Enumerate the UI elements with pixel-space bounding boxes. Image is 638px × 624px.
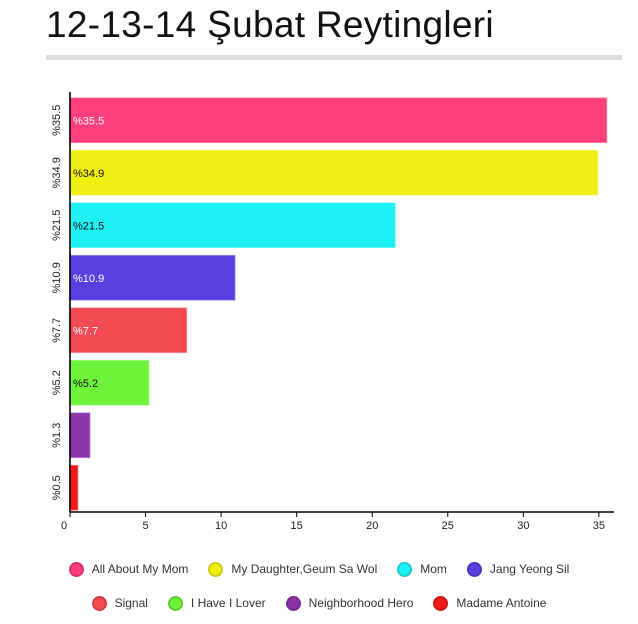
legend-item: I Have I Lover <box>167 595 266 611</box>
legend-label: Madame Antoine <box>456 596 547 610</box>
legend-label: My Daughter,Geum Sa Wol <box>231 562 378 576</box>
legend-label: Mom <box>420 562 447 576</box>
bar <box>69 464 79 511</box>
x-tick-label: 30 <box>517 520 529 532</box>
y-tick-label: %1.3 <box>51 423 63 448</box>
x-tick-label: 25 <box>442 520 454 532</box>
legend-label: All About My Mom <box>91 562 189 576</box>
bar <box>69 202 396 249</box>
legend-item: Mom <box>397 561 447 577</box>
x-tick-label: 0 <box>61 520 67 532</box>
legend-swatch <box>91 595 107 611</box>
legend-item: All About My Mom <box>68 561 189 577</box>
legend-swatch <box>208 561 224 577</box>
legend-row: All About My Mom My Daughter,Geum Sa Wol M… <box>0 556 638 582</box>
y-tick-label: %34.9 <box>51 157 63 188</box>
y-tick-label: %21.5 <box>51 210 63 241</box>
bar-chart: %35.5 %35.5 %34.9 %34.9 %21.5 %21.5 %10.9 %10.9… <box>51 92 614 532</box>
legend-label: Neighborhood Hero <box>308 596 414 610</box>
bar-data-label: %5.2 <box>73 378 98 390</box>
legend-row: Signal I Have I Lover Neighborhood Hero Mad… <box>0 590 638 616</box>
legend-item: Neighborhood Hero <box>285 595 414 611</box>
bar-data-label: %10.9 <box>73 273 104 285</box>
legend-swatch <box>167 595 183 611</box>
bar <box>69 149 599 196</box>
bar <box>69 359 150 406</box>
page-title: 12-13-14 Şubat Reytingleri <box>46 4 494 45</box>
bar <box>69 254 236 301</box>
legend-swatch <box>285 595 301 611</box>
bar-data-label: %34.9 <box>73 168 104 180</box>
y-tick-label: %10.9 <box>51 262 63 293</box>
bar-data-label: %35.5 <box>73 115 104 127</box>
legend-swatch <box>68 561 84 577</box>
legend-label: Signal <box>114 596 148 610</box>
x-tick-label: 35 <box>593 520 605 532</box>
legend-item: Signal <box>91 595 148 611</box>
y-tick-label: %5.2 <box>51 370 63 395</box>
legend-item: Madame Antoine <box>433 595 547 611</box>
legend-swatch <box>466 561 482 577</box>
x-tick-label: 5 <box>142 520 148 532</box>
legend-item: My Daughter,Geum Sa Wol <box>208 561 378 577</box>
x-tick-label: 15 <box>291 520 303 532</box>
y-tick-label: %35.5 <box>51 105 63 136</box>
legend-label: Jang Yeong Sil <box>489 562 570 576</box>
legend-swatch <box>397 561 413 577</box>
legend-swatch <box>433 595 449 611</box>
bar <box>69 307 188 354</box>
chart-legend: All About My Mom My Daughter,Geum Sa Wol M… <box>0 556 638 624</box>
y-tick-label: %0.5 <box>51 475 63 500</box>
legend-label: I Have I Lover <box>190 596 266 610</box>
legend-item: Jang Yeong Sil <box>466 561 570 577</box>
bar <box>69 412 91 459</box>
y-tick-label: %7.7 <box>51 318 63 343</box>
x-tick-label: 10 <box>215 520 227 532</box>
bar-data-label: %21.5 <box>73 220 104 232</box>
title-divider <box>46 55 622 60</box>
bar-data-label: %7.7 <box>73 325 98 337</box>
x-tick-label: 20 <box>366 520 378 532</box>
bar <box>69 97 608 144</box>
